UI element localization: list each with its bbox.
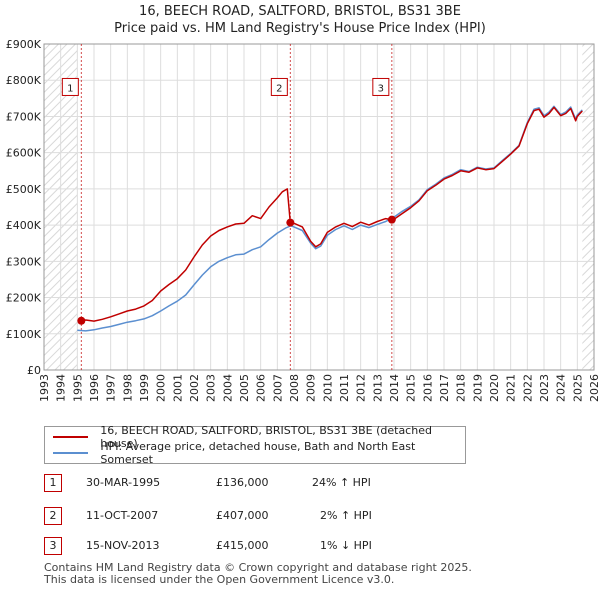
transaction-date: 11-OCT-2007 [86, 509, 159, 522]
sale-point [77, 316, 86, 325]
y-tick-label: £200K [6, 292, 42, 305]
x-tick-label: 2017 [438, 374, 451, 402]
footer-licence: This data is licensed under the Open Gov… [44, 573, 395, 586]
y-tick-label: £600K [6, 147, 42, 160]
sale-number-label: 2 [276, 83, 282, 94]
x-tick-label: 2021 [505, 374, 518, 402]
x-tick-label: 2008 [288, 374, 301, 402]
x-tick-label: 1994 [55, 374, 68, 402]
x-tick-label: 2024 [555, 374, 568, 402]
series-line-property [81, 106, 583, 322]
sale-number-label: 1 [67, 83, 73, 94]
x-tick-label: 2000 [155, 374, 168, 402]
x-tick-label: 2010 [321, 374, 334, 402]
x-tick-label: 2011 [338, 374, 351, 402]
y-tick-label: £900K [6, 38, 42, 51]
x-tick-label: 2012 [355, 374, 368, 402]
hatched-region [582, 44, 594, 370]
x-tick-label: 1998 [121, 374, 134, 402]
x-tick-label: 2025 [571, 374, 584, 402]
x-tick-label: 1997 [105, 374, 118, 402]
x-tick-label: 1995 [71, 374, 84, 402]
x-tick-label: 2007 [271, 374, 284, 402]
x-tick-label: 2014 [388, 374, 401, 402]
x-tick-label: 2020 [488, 374, 501, 402]
y-tick-label: £400K [6, 219, 42, 232]
transaction-price: £407,000 [216, 509, 269, 522]
transaction-hpi: 24% ↑ HPI [312, 476, 371, 489]
transaction-date: 15-NOV-2013 [86, 539, 160, 552]
plot-background [44, 44, 594, 370]
x-tick-label: 2015 [405, 374, 418, 402]
y-tick-label: £700K [6, 110, 42, 123]
sale-point [387, 215, 396, 224]
price-chart: £0 £100K £200K £300K £400K £500K £600K £700K £80… [6, 38, 600, 402]
x-tick-label: 2006 [255, 374, 268, 402]
x-tick-label: 2001 [171, 374, 184, 402]
footer: Contains HM Land Registry data © Crown c… [44, 562, 472, 586]
transaction-date: 30-MAR-1995 [86, 476, 161, 489]
x-tick-label: 2013 [371, 374, 384, 402]
x-tick-label: 2004 [221, 374, 234, 402]
y-tick-label: £800K [6, 74, 42, 87]
y-tick-label: £500K [6, 183, 42, 196]
legend-item-property: 16, BEECH ROAD, SALTFORD, BRISTOL, BS31 … [53, 424, 465, 450]
x-tick-label: 1999 [138, 374, 151, 402]
transaction-number: 1 [44, 474, 62, 492]
legend-item-hpi: HPI: Average price, detached house, Bath… [53, 440, 465, 466]
x-tick-label: 2022 [521, 374, 534, 402]
transaction-hpi: 1% ↓ HPI [320, 539, 372, 552]
sale-point [286, 218, 295, 227]
legend-swatch-property [53, 436, 89, 438]
transaction-price: £415,000 [216, 539, 269, 552]
x-tick-label: 2019 [471, 374, 484, 402]
plot-frame [43, 43, 595, 371]
legend-label-hpi: HPI: Average price, detached house, Bath… [100, 440, 416, 466]
sale-number-label: 3 [378, 83, 384, 94]
x-tick-label: 1993 [38, 374, 51, 402]
x-tick-label: 2003 [205, 374, 218, 402]
legend-label-property: 16, BEECH ROAD, SALTFORD, BRISTOL, BS31 … [100, 424, 432, 450]
x-tick-label: 1996 [88, 374, 101, 402]
footer-copyright: Contains HM Land Registry data © Crown c… [44, 561, 472, 574]
y-tick-label: £0 [27, 364, 41, 377]
x-tick-label: 2026 [588, 374, 600, 402]
y-tick-label: £100K [6, 328, 42, 341]
sale-number-box [270, 77, 288, 96]
x-tick-label: 2018 [455, 374, 468, 402]
x-tick-label: 2023 [538, 374, 551, 402]
transaction-hpi: 2% ↑ HPI [320, 509, 372, 522]
transaction-number: 2 [44, 507, 62, 525]
transaction-number: 3 [44, 537, 62, 555]
transaction-price: £136,000 [216, 476, 269, 489]
legend: 16, BEECH ROAD, SALTFORD, BRISTOL, BS31 … [44, 424, 466, 466]
sale-number-box [61, 77, 79, 96]
sale-number-box [372, 77, 390, 96]
x-tick-label: 2002 [188, 374, 201, 402]
legend-swatch-hpi [53, 452, 89, 454]
x-tick-label: 2005 [238, 374, 251, 402]
y-tick-label: £300K [6, 255, 42, 268]
x-tick-label: 2016 [421, 374, 434, 402]
chart-subtitle: Price paid vs. HM Land Registry's House … [114, 21, 486, 36]
x-tick-label: 2009 [305, 374, 318, 402]
chart-title: 16, BEECH ROAD, SALTFORD, BRISTOL, BS31 … [139, 4, 461, 19]
